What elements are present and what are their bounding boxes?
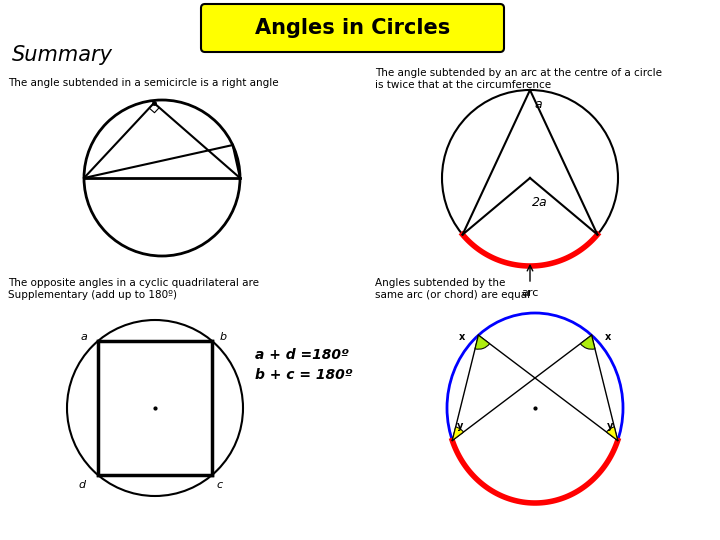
Text: b: b	[220, 332, 227, 342]
Text: b + c = 180º: b + c = 180º	[255, 368, 353, 382]
Text: Angles subtended by the
same arc (or chord) are equal: Angles subtended by the same arc (or cho…	[375, 278, 530, 300]
Text: c: c	[217, 481, 222, 490]
Wedge shape	[475, 335, 490, 349]
Wedge shape	[580, 335, 595, 349]
Text: Angles in Circles: Angles in Circles	[255, 18, 450, 38]
Text: 2a: 2a	[532, 197, 548, 210]
FancyBboxPatch shape	[201, 4, 504, 52]
Text: The angle subtended in a semicircle is a right angle: The angle subtended in a semicircle is a…	[8, 78, 279, 88]
Text: Summary: Summary	[12, 45, 113, 65]
Text: x: x	[459, 332, 466, 342]
Text: arc: arc	[521, 288, 539, 298]
Text: x: x	[605, 332, 611, 342]
Wedge shape	[452, 427, 464, 441]
Text: The angle subtended by an arc at the centre of a circle
is twice that at the cir: The angle subtended by an arc at the cen…	[375, 68, 662, 90]
Text: y: y	[606, 422, 613, 431]
Text: a + d =180º: a + d =180º	[255, 348, 349, 362]
Text: The opposite angles in a cyclic quadrilateral are
Supplementary (add up to 180º): The opposite angles in a cyclic quadrila…	[8, 278, 259, 300]
Text: d: d	[79, 481, 86, 490]
Text: y: y	[457, 422, 464, 431]
Text: a: a	[534, 98, 542, 111]
Text: a: a	[81, 332, 88, 342]
Wedge shape	[606, 427, 618, 441]
